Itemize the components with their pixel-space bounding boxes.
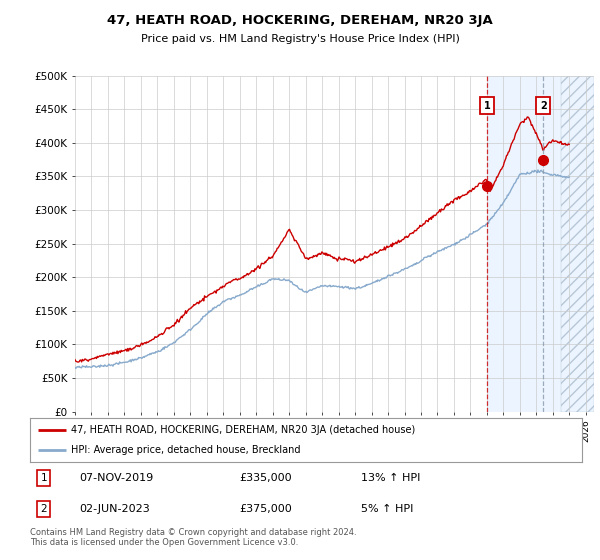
Text: HPI: Average price, detached house, Breckland: HPI: Average price, detached house, Brec…: [71, 445, 301, 455]
Text: 1: 1: [484, 101, 490, 111]
Text: 02-JUN-2023: 02-JUN-2023: [80, 504, 151, 514]
Text: 2: 2: [540, 101, 547, 111]
Bar: [561, 76, 594, 412]
Text: 1: 1: [40, 473, 47, 483]
Text: Contains HM Land Registry data © Crown copyright and database right 2024.
This d: Contains HM Land Registry data © Crown c…: [30, 528, 356, 547]
Text: £375,000: £375,000: [240, 504, 293, 514]
Text: 47, HEATH ROAD, HOCKERING, DEREHAM, NR20 3JA (detached house): 47, HEATH ROAD, HOCKERING, DEREHAM, NR20…: [71, 425, 416, 435]
Text: 07-NOV-2019: 07-NOV-2019: [80, 473, 154, 483]
Bar: [487, 76, 594, 412]
Text: 2: 2: [40, 504, 47, 514]
Text: 5% ↑ HPI: 5% ↑ HPI: [361, 504, 413, 514]
Text: Price paid vs. HM Land Registry's House Price Index (HPI): Price paid vs. HM Land Registry's House …: [140, 34, 460, 44]
Text: £335,000: £335,000: [240, 473, 292, 483]
Text: 13% ↑ HPI: 13% ↑ HPI: [361, 473, 421, 483]
Text: 47, HEATH ROAD, HOCKERING, DEREHAM, NR20 3JA: 47, HEATH ROAD, HOCKERING, DEREHAM, NR20…: [107, 14, 493, 27]
